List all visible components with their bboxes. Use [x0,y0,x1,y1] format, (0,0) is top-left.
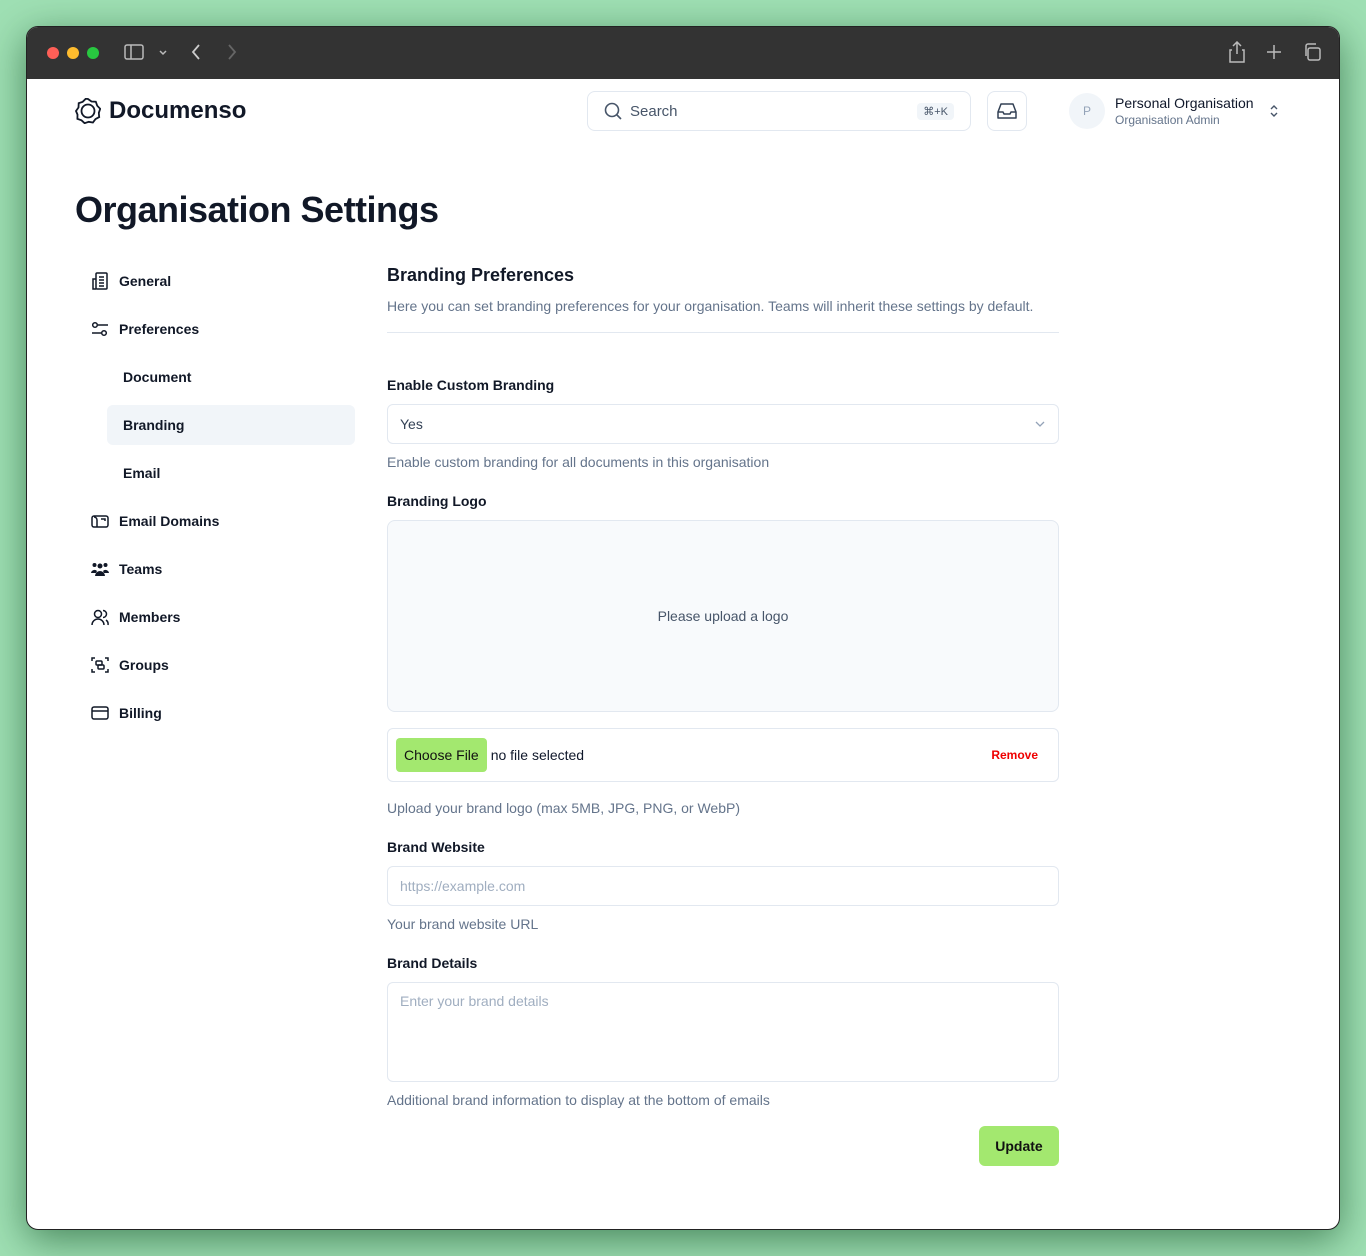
logo-file-input[interactable]: Choose File no file selected Remove [387,728,1059,782]
file-status: no file selected [490,747,585,763]
choose-file-button[interactable]: Choose File [396,738,487,772]
sidebar-item-label: Groups [119,657,169,673]
sidebar-item-members[interactable]: Members [75,597,357,637]
sidebar-item-email[interactable]: Email [107,453,355,493]
sidebar-item-label: Preferences [119,321,200,337]
sidebar-item-label: Document [123,369,192,385]
sidebar-item-billing[interactable]: Billing [75,693,357,733]
search-input[interactable]: Search ⌘+K [587,91,971,131]
app-name: Documenso [109,97,247,124]
organisation-switcher[interactable]: P Personal Organisation Organisation Adm… [1069,93,1280,129]
section-title: Branding Preferences [387,265,575,285]
users-icon [91,609,109,626]
chevrons-up-down-icon [1270,105,1278,117]
section-description: Here you can set branding preferences fo… [387,298,1034,314]
logo-placeholder: Please upload a logo [657,608,789,624]
back-icon[interactable] [190,43,202,61]
sidebar-item-label: Email [123,465,161,481]
chevron-down-icon[interactable] [158,49,168,57]
sidebar-item-label: Email Domains [119,513,220,529]
remove-logo-button[interactable]: Remove [991,748,1038,762]
details-help: Additional brand information to display … [387,1092,770,1108]
org-name: Personal Organisation [1115,95,1254,111]
page-title: Organisation Settings [75,189,439,230]
sidebar-item-label: Billing [119,705,162,721]
input-placeholder: https://example.com [400,878,526,894]
group-icon [91,657,109,673]
settings-sidebar: General Preferences Document Branding Em… [75,261,357,741]
search-shortcut: ⌘+K [917,102,954,120]
close-window-button[interactable] [47,47,59,59]
sidebar-item-label: Members [119,609,181,625]
search-icon [604,102,622,120]
custom-branding-help: Enable custom branding for all documents… [387,454,770,470]
inbox-icon [997,103,1017,119]
textarea-placeholder: Enter your brand details [400,993,549,1009]
branding-form: Branding Preferences Here you can set br… [387,265,1059,1166]
custom-branding-select[interactable]: Yes [387,404,1059,444]
app-header: Documenso Search ⌘+K P Personal Organisa… [27,79,1339,143]
building-icon [92,272,108,290]
browser-window: Documenso Search ⌘+K P Personal Organisa… [26,26,1340,1230]
title-bar [27,27,1339,79]
sidebar-item-groups[interactable]: Groups [75,645,357,685]
mailbox-icon [91,515,109,528]
search-placeholder: Search [630,102,678,120]
zoom-window-button[interactable] [87,47,99,59]
share-icon[interactable] [1229,41,1245,63]
website-help: Your brand website URL [387,916,539,932]
custom-branding-label: Enable Custom Branding [387,377,555,393]
sidebar-item-general[interactable]: General [75,261,357,301]
avatar: P [1069,93,1105,129]
tab-overview-icon[interactable] [1303,43,1321,61]
divider [387,332,1059,333]
website-label: Brand Website [387,839,485,855]
new-tab-icon[interactable] [1266,44,1282,60]
select-value: Yes [400,416,423,432]
sidebar-item-email-domains[interactable]: Email Domains [75,501,357,541]
brand-website-input[interactable]: https://example.com [387,866,1059,906]
sidebar-toggle-icon[interactable] [124,44,144,60]
brand-details-textarea[interactable]: Enter your brand details [387,982,1059,1082]
logo-icon [75,98,101,124]
minimize-window-button[interactable] [67,47,79,59]
org-role: Organisation Admin [1115,113,1220,127]
users-filled-icon [91,563,109,576]
sidebar-item-label: General [119,273,172,289]
logo-help: Upload your brand logo (max 5MB, JPG, PN… [387,800,740,816]
details-label: Brand Details [387,955,478,971]
sliders-icon [91,321,108,337]
chevron-down-icon [1035,421,1045,427]
logo-preview: Please upload a logo [387,520,1059,712]
logo-label: Branding Logo [387,493,487,509]
sidebar-item-document[interactable]: Document [107,357,355,397]
sidebar-item-teams[interactable]: Teams [75,549,357,589]
sidebar-item-label: Branding [123,417,185,433]
logo[interactable]: Documenso [75,97,246,125]
credit-card-icon [91,706,109,720]
sidebar-item-branding[interactable]: Branding [107,405,355,445]
update-button[interactable]: Update [979,1126,1059,1166]
forward-icon[interactable] [226,43,238,61]
inbox-button[interactable] [987,91,1027,131]
sidebar-item-preferences[interactable]: Preferences [75,309,357,349]
sidebar-item-label: Teams [119,561,163,577]
